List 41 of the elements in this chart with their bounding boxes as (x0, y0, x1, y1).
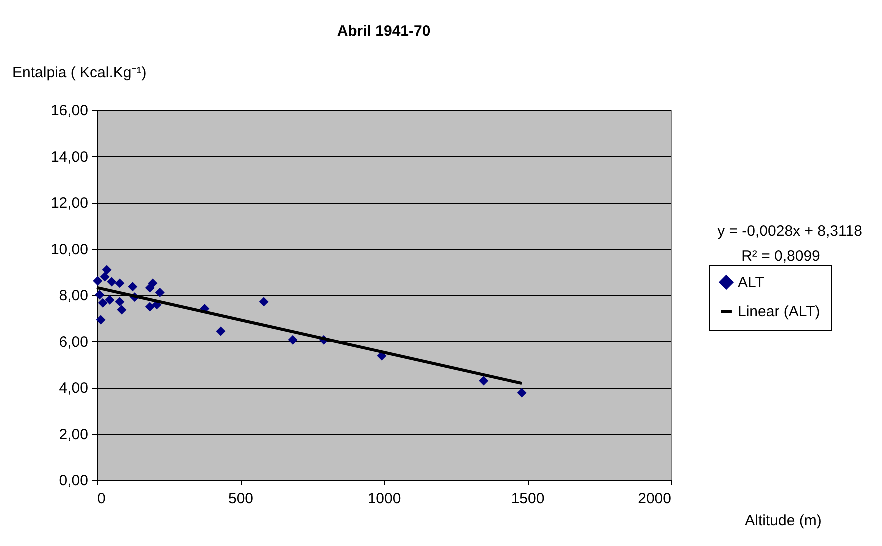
legend-label: ALT (738, 274, 764, 292)
point (288, 335, 298, 345)
y-tick-label: 14,00 (50, 148, 88, 166)
x-tick-label: 0 (98, 490, 106, 508)
point (115, 278, 125, 288)
text: y = -0,0028x + 8,3118 (718, 223, 862, 240)
point (102, 265, 112, 275)
point (100, 272, 110, 282)
point (96, 315, 106, 325)
point (105, 295, 115, 305)
x-tick-label: 1000 (368, 490, 402, 508)
point (517, 388, 527, 398)
point (115, 297, 125, 307)
point (479, 376, 489, 386)
x-tick-label: 500 (228, 490, 254, 508)
y-tick-label: 0,00 (59, 472, 88, 490)
x-axis-title: Altitude (m) (745, 512, 822, 530)
point (117, 305, 127, 315)
point (259, 297, 269, 307)
point (128, 282, 138, 292)
legend-label: Linear (ALT) (738, 304, 820, 320)
point (93, 276, 103, 286)
chart-title: Abril 1941-70 (337, 23, 431, 40)
point (155, 288, 165, 298)
point (145, 283, 155, 293)
y-tick-label: 8,00 (59, 288, 88, 304)
point (95, 290, 105, 300)
point (216, 326, 226, 336)
y-axis-title: Entalpia ( Kcal.Kg⁻¹) (12, 64, 147, 82)
y-tick-label: 2,00 (59, 426, 88, 444)
y-tick-label: 4,00 (59, 380, 88, 397)
point (98, 298, 108, 308)
x-tick-label: 1500 (511, 490, 545, 508)
text: R² = 0,8099 (742, 248, 820, 265)
y-tick-label: 16,00 (50, 102, 88, 120)
y-tick-label: 6,00 (59, 334, 88, 351)
y-tick-label: 10,00 (50, 241, 88, 258)
point (107, 277, 117, 287)
x-tick-label: 2000 (638, 490, 672, 508)
y-tick-label: 12,00 (50, 195, 88, 212)
point (145, 302, 155, 312)
